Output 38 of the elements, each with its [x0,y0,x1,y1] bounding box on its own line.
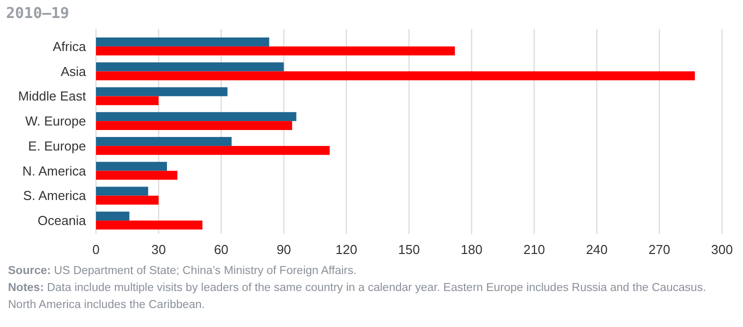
text: Notes: Data include multiple visits by leaders of the same country in a calendar year. Eastern Europe includes Russia and the Caucasus. North America includes the Caribbean. [8,281,708,313]
y-tick-label: S. America [23,188,87,204]
bar [96,186,148,196]
bar [96,136,232,146]
bar [96,71,695,80]
y-tick-label: W. Europe [25,114,86,129]
bar [96,220,202,230]
y-tick-label: Asia [60,64,87,79]
bar [96,196,159,205]
y-tick-label: Africa [52,38,87,54]
chart-title: 2010–19 [6,4,70,22]
bar [96,37,270,46]
x-tick-label: 240 [586,242,608,257]
bar [96,96,159,106]
source-note: Source: US Department of State; China’s Ministry of Foreign Affairs. [8,264,358,279]
bar [96,146,330,155]
y-tick-label: Oceania [38,213,87,228]
x-tick-label: 270 [648,242,670,257]
bar [96,87,228,96]
x-tick-label: 90 [276,242,292,257]
bar [96,212,130,221]
bar [96,162,167,171]
y-tick-label: N. America [22,163,87,178]
bar [96,46,455,56]
bar [96,62,284,72]
x-tick-label: 210 [523,242,546,257]
bar [96,170,178,180]
x-tick-label: 0 [92,242,100,257]
bar [96,121,292,130]
x-tick-label: 120 [336,242,358,257]
y-tick-label: E. Europe [28,138,86,154]
x-tick-label: 150 [398,242,420,257]
x-tick-label: 300 [711,242,733,257]
x-tick-label: 30 [151,242,166,257]
bar [96,112,296,122]
y-tick-label: Middle East [18,88,86,104]
x-tick-label: 60 [214,242,228,257]
x-tick-label: 180 [460,242,482,257]
